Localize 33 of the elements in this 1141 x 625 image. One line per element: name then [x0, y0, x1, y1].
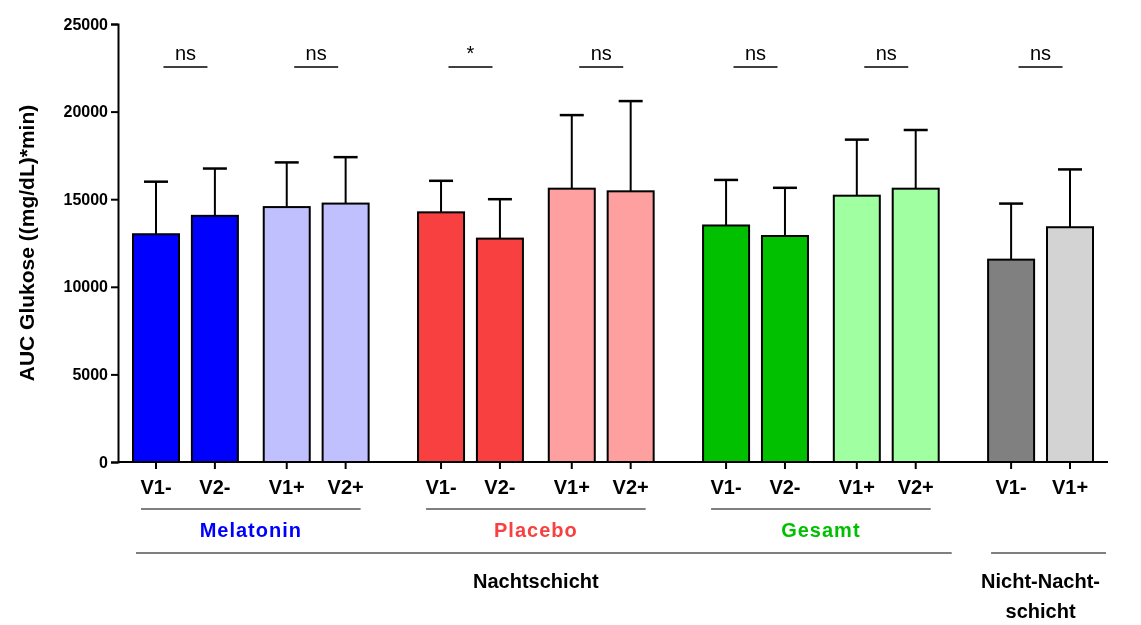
annotation: ns [590, 42, 612, 64]
annotation: ns [1029, 42, 1052, 64]
x-tick-label: V1- [995, 476, 1027, 498]
x-tick-label: V2- [484, 476, 516, 498]
x-tick-label: V2+ [612, 476, 649, 498]
x-tick-label: V1+ [268, 476, 305, 498]
x-tick-label: V1- [710, 476, 742, 498]
text: Nicht-Nacht-schicht [981, 570, 1100, 622]
y-tick-label: 5000 [72, 366, 109, 384]
annotation: ns [174, 42, 197, 64]
annotation: ns [875, 42, 897, 64]
y-axis-title: AUC Glukose ((mg/dL)*min) [15, 104, 38, 382]
y-tick-label: 15000 [63, 190, 109, 208]
y-tick-label: 20000 [63, 103, 109, 121]
y-tick-label: 0 [99, 453, 109, 471]
text: Placebo [494, 519, 578, 541]
x-tick-label: V1+ [553, 476, 590, 498]
x-tick-label: V1+ [838, 476, 875, 498]
annotation: ns [305, 42, 327, 64]
x-tick-label: V1- [140, 476, 172, 498]
text: Melatonin [199, 519, 302, 541]
x-tick-label: V1- [425, 476, 457, 498]
text: Gesamt [781, 519, 861, 541]
y-tick-label: 10000 [63, 278, 109, 296]
text: Nachtschicht [473, 570, 599, 592]
y-tick-label: 25000 [63, 15, 109, 33]
x-tick-label: V2+ [327, 476, 364, 498]
annotation: * [466, 42, 475, 64]
x-tick-label: V2- [769, 476, 801, 498]
x-tick-label: V2- [199, 476, 231, 498]
x-tick-label: V1+ [1051, 476, 1089, 498]
x-tick-label: V2+ [897, 476, 934, 498]
annotation: ns [744, 42, 767, 64]
